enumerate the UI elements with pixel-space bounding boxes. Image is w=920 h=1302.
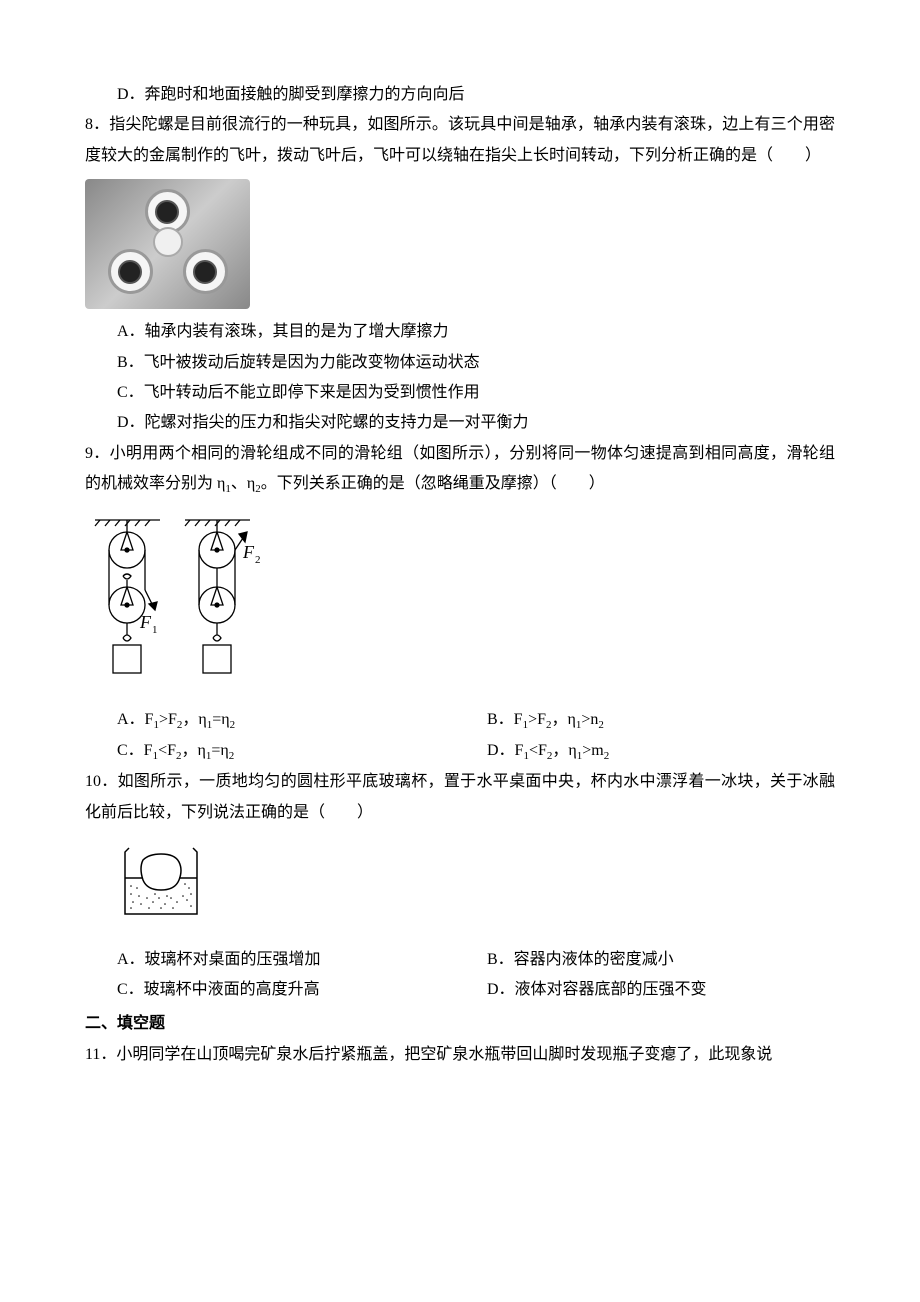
svg-text:2: 2 [255, 554, 261, 566]
q8-number: 8． [85, 116, 109, 133]
q8-option-a: A．轴承内装有滚珠，其目的是为了增大摩擦力 [85, 317, 835, 347]
q9-options-row2: C．F1<F2，η1=η2 D．F1<F2，η1>m2 [85, 736, 835, 767]
q8-option-b-text: B．飞叶被拨动后旋转是因为力能改变物体运动状态 [117, 354, 480, 371]
q9a-m3: =η [212, 711, 229, 728]
q9-stem-mid: 、η [231, 475, 255, 492]
q9a-pre: A．F [117, 711, 153, 728]
q9b-m2: ，η [552, 711, 576, 728]
q8-option-b: B．飞叶被拨动后旋转是因为力能改变物体运动状态 [85, 348, 835, 378]
q10-number: 10． [85, 773, 118, 790]
q11-stem-text: 小明同学在山顶喝完矿泉水后拧紧瓶盖，把空矿泉水瓶带回山脚时发现瓶子变瘪了，此现象… [116, 1046, 772, 1063]
bearing-icon [155, 200, 179, 224]
q9c-m1: <F [158, 742, 176, 759]
q10-stem: 10．如图所示，一质地均匀的圆柱形平底玻璃杯，置于水平桌面中央，杯内水中漂浮着一… [85, 767, 835, 828]
q10-option-d: D．液体对容器底部的压强不变 [487, 975, 835, 1005]
q10-option-c-text: C．玻璃杯中液面的高度升高 [117, 981, 320, 998]
q7-option-d-text: D．奔跑时和地面接触的脚受到摩擦力的方向向后 [117, 86, 465, 103]
svg-text:F: F [139, 612, 152, 632]
q7-option-d: D．奔跑时和地面接触的脚受到摩擦力的方向向后 [85, 80, 835, 110]
q9a-m1: >F [159, 711, 177, 728]
q9a-s4: 2 [230, 719, 236, 731]
spinner-photo [85, 179, 250, 309]
q10-stem-text: 如图所示，一质地均匀的圆柱形平底玻璃杯，置于水平桌面中央，杯内水中漂浮着一冰块，… [85, 773, 835, 820]
q9c-pre: C．F [117, 742, 153, 759]
q9-option-d: D．F1<F2，η1>m2 [487, 736, 835, 767]
q9d-m2: ，η [552, 742, 576, 759]
pulley-svg: F 1 [85, 510, 275, 695]
q8-stem: 8．指尖陀螺是目前很流行的一种玩具，如图所示。该玩具中间是轴承，轴承内装有滚珠，… [85, 110, 835, 171]
q9-option-c: C．F1<F2，η1=η2 [117, 736, 487, 767]
q9d-s4: 2 [604, 750, 610, 762]
q8-option-a-text: A．轴承内装有滚珠，其目的是为了增大摩擦力 [117, 323, 449, 340]
q8-option-d-text: D．陀螺对指尖的压力和指尖对陀螺的支持力是一对平衡力 [117, 414, 529, 431]
q10-option-b-text: B．容器内液体的密度减小 [487, 951, 674, 968]
q9-option-a: A．F1>F2，η1=η2 [117, 705, 487, 736]
bearing-icon [193, 260, 217, 284]
q9-diagram: F 1 [85, 510, 835, 695]
q9d-m3: >m [582, 742, 603, 759]
q8-image [85, 179, 835, 309]
q10-option-c: C．玻璃杯中液面的高度升高 [117, 975, 487, 1005]
q11-stem: 11．小明同学在山顶喝完矿泉水后拧紧瓶盖，把空矿泉水瓶带回山脚时发现瓶子变瘪了，… [85, 1040, 835, 1070]
q9b-m1: >F [528, 711, 546, 728]
q9d-m1: <F [529, 742, 547, 759]
bearing-icon [118, 260, 142, 284]
q9c-s4: 2 [229, 750, 235, 762]
section-2-title: 二、填空题 [85, 1009, 835, 1039]
q11-number: 11． [85, 1046, 116, 1063]
q9-option-b: B．F1>F2，η1>n2 [487, 705, 835, 736]
q8-option-c: C．飞叶转动后不能立即停下来是因为受到惯性作用 [85, 378, 835, 408]
q9-number: 9． [85, 445, 110, 462]
q8-stem-text: 指尖陀螺是目前很流行的一种玩具，如图所示。该玩具中间是轴承，轴承内装有滚珠，边上… [85, 116, 835, 163]
spinner-lobe-br [183, 249, 228, 294]
q9c-m3: =η [211, 742, 228, 759]
q10-option-d-text: D．液体对容器底部的压强不变 [487, 981, 707, 998]
q9a-m2: ，η [182, 711, 206, 728]
q9b-s4: 2 [598, 719, 604, 731]
q10-option-a-text: A．玻璃杯对桌面的压强增加 [117, 951, 321, 968]
q9-stem: 9．小明用两个相同的滑轮组成不同的滑轮组（如图所示），分别将同一物体匀速提高到相… [85, 439, 835, 500]
q10-option-b: B．容器内液体的密度减小 [487, 945, 835, 975]
q9-options-row1: A．F1>F2，η1=η2 B．F1>F2，η1>n2 [85, 705, 835, 736]
beaker-svg [117, 838, 207, 923]
q9b-pre: B．F [487, 711, 523, 728]
q8-option-c-text: C．飞叶转动后不能立即停下来是因为受到惯性作用 [117, 384, 480, 401]
q10-options-row1: A．玻璃杯对桌面的压强增加 B．容器内液体的密度减小 [85, 945, 835, 975]
spinner-center [153, 227, 183, 257]
section-2-title-text: 二、填空题 [85, 1015, 165, 1032]
q10-option-a: A．玻璃杯对桌面的压强增加 [117, 945, 487, 975]
svg-text:1: 1 [152, 624, 158, 636]
svg-text:F: F [242, 542, 255, 562]
q8-option-d: D．陀螺对指尖的压力和指尖对陀螺的支持力是一对平衡力 [85, 408, 835, 438]
q10-options-row2: C．玻璃杯中液面的高度升高 D．液体对容器底部的压强不变 [85, 975, 835, 1005]
q9-stem-part2: 。下列关系正确的是（忽略绳重及摩擦）（ ） [261, 475, 605, 492]
spinner-lobe-bl [108, 249, 153, 294]
q10-diagram [117, 838, 835, 934]
q9d-pre: D．F [487, 742, 523, 759]
spinner-shape [108, 189, 228, 299]
q9b-m3: >n [581, 711, 598, 728]
q9c-m2: ，η [182, 742, 206, 759]
